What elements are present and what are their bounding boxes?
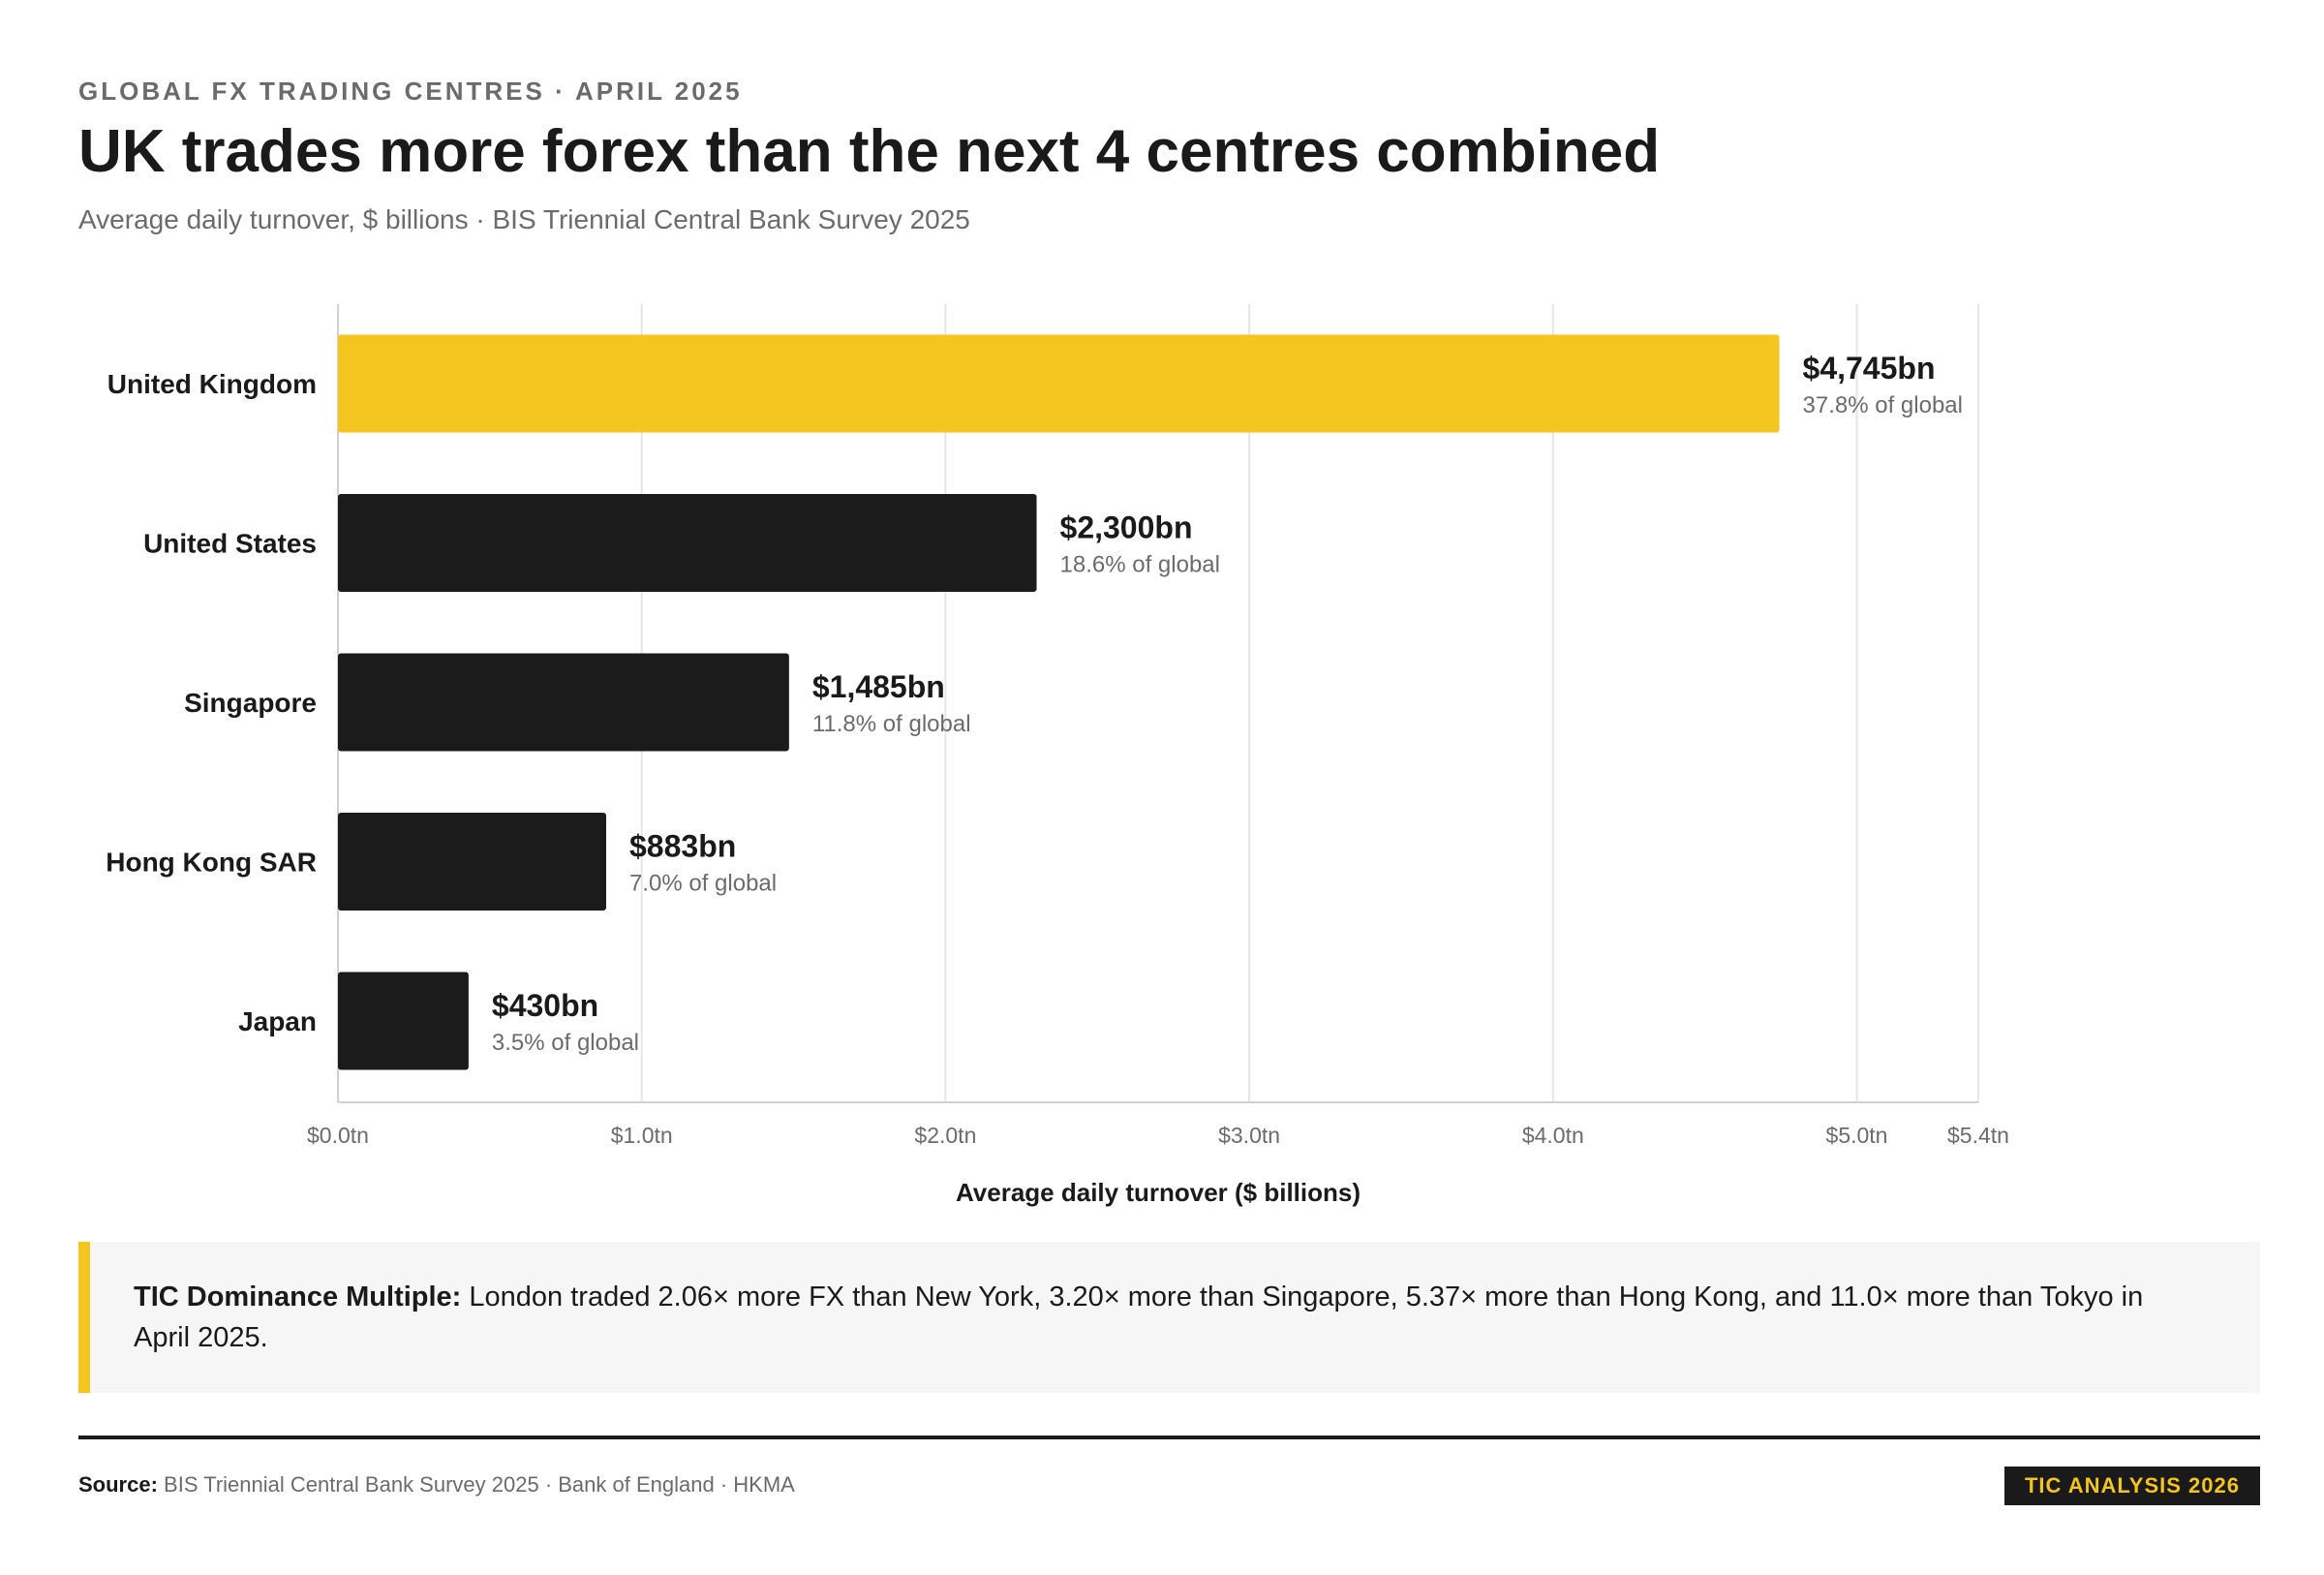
callout-label: TIC Dominance Multiple: bbox=[134, 1282, 462, 1312]
category-label: United Kingdom bbox=[107, 369, 317, 399]
bar bbox=[338, 813, 607, 911]
share-label: 18.6% of global bbox=[1060, 552, 1220, 578]
page: GLOBAL FX TRADING CENTRES · APRIL 2025 U… bbox=[78, 0, 2260, 1575]
x-tick-label: $5.4tn bbox=[1947, 1123, 2009, 1148]
callout-box: TIC Dominance Multiple: London traded 2.… bbox=[78, 1242, 2260, 1393]
value-label: $2,300bn bbox=[1060, 510, 1193, 545]
callout-text: TIC Dominance Multiple: London traded 2.… bbox=[134, 1277, 2196, 1358]
x-axis-title: Average daily turnover ($ billions) bbox=[956, 1178, 1361, 1207]
source-line: Source: BIS Triennial Central Bank Surve… bbox=[78, 1472, 795, 1498]
value-label: $883bn bbox=[629, 829, 736, 864]
bar bbox=[338, 334, 1780, 433]
share-label: 37.8% of global bbox=[1803, 392, 1963, 418]
category-label: United States bbox=[143, 529, 317, 559]
category-label: Japan bbox=[238, 1006, 317, 1036]
value-label: $4,745bn bbox=[1803, 351, 1936, 386]
share-label: 3.5% of global bbox=[492, 1030, 639, 1056]
x-tick-label: $0.0tn bbox=[307, 1123, 369, 1148]
eyebrow: GLOBAL FX TRADING CENTRES · APRIL 2025 bbox=[78, 77, 743, 106]
value-label: $1,485bn bbox=[812, 669, 945, 704]
callout-body: London traded 2.06× more FX than New Yor… bbox=[134, 1282, 2144, 1353]
x-tick-label: $1.0tn bbox=[611, 1123, 673, 1148]
source-label: Source: bbox=[78, 1472, 158, 1497]
bar bbox=[338, 494, 1037, 592]
chart-title: UK trades more forex than the next 4 cen… bbox=[78, 118, 1661, 185]
share-label: 7.0% of global bbox=[629, 871, 777, 897]
bar-chart-svg: United Kingdom $4,745bn 37.8% of global Uni… bbox=[106, 304, 2009, 1207]
x-tick-label: $2.0tn bbox=[914, 1123, 976, 1148]
x-tick-label: $4.0tn bbox=[1522, 1123, 1584, 1148]
x-tick-label: $3.0tn bbox=[1218, 1123, 1280, 1148]
category-label: Singapore bbox=[184, 688, 317, 718]
footer-rule bbox=[78, 1436, 2260, 1439]
category-label: Hong Kong SAR bbox=[106, 848, 317, 878]
bar-chart: United Kingdom $4,745bn 37.8% of global Uni… bbox=[78, 291, 2209, 1220]
share-label: 11.8% of global bbox=[812, 711, 971, 737]
analysis-badge: TIC ANALYSIS 2026 bbox=[2003, 1467, 2260, 1505]
bar bbox=[338, 972, 469, 1070]
value-label: $430bn bbox=[492, 988, 598, 1023]
bar bbox=[338, 653, 789, 752]
x-tick-label: $5.0tn bbox=[1826, 1123, 1888, 1148]
source-text: BIS Triennial Central Bank Survey 2025 ·… bbox=[164, 1472, 795, 1497]
chart-subtitle: Average daily turnover, $ billions · BIS… bbox=[78, 204, 970, 234]
